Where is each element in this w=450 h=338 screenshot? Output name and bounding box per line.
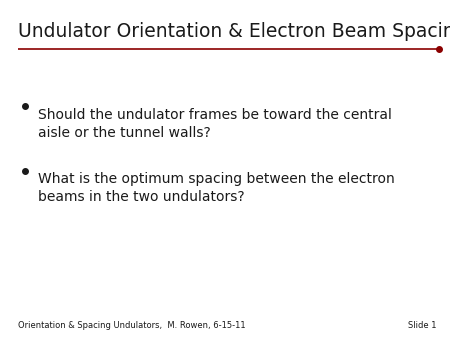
- Text: What is the optimum spacing between the electron
beams in the two undulators?: What is the optimum spacing between the …: [38, 172, 395, 204]
- Text: Orientation & Spacing Undulators,  M. Rowen, 6-15-11: Orientation & Spacing Undulators, M. Row…: [18, 320, 246, 330]
- Text: Undulator Orientation & Electron Beam Spacing: Undulator Orientation & Electron Beam Sp…: [18, 22, 450, 41]
- Text: Should the undulator frames be toward the central
aisle or the tunnel walls?: Should the undulator frames be toward th…: [38, 108, 392, 140]
- Text: Slide 1: Slide 1: [408, 320, 436, 330]
